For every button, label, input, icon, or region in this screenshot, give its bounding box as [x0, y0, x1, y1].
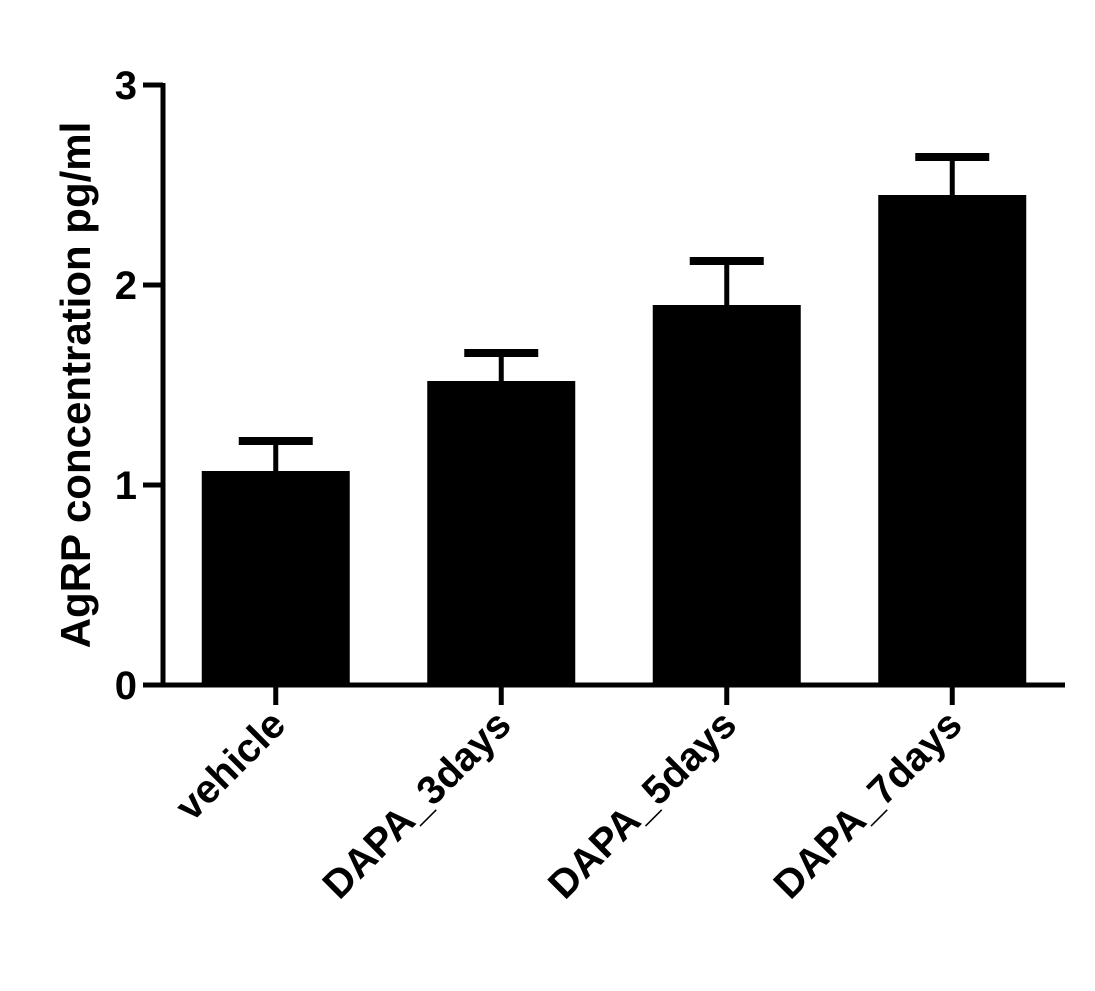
bar-dapa-7days — [878, 195, 1027, 685]
bar-dapa-5days — [652, 305, 801, 685]
y-tick-label: 3 — [115, 64, 137, 108]
x-tick-label: vehicle — [167, 702, 294, 829]
x-axis: vehicle DAPA_3days DAPA_5days DAPA_7days — [161, 682, 1065, 907]
x-tick-label: DAPA_5days — [540, 702, 745, 907]
x-tick-label: DAPA_7days — [766, 702, 971, 907]
x-tick-label: DAPA_3days — [315, 702, 520, 907]
y-tick-label: 0 — [115, 664, 137, 708]
y-tick-label: 1 — [115, 464, 137, 508]
bar-vehicle — [201, 471, 350, 685]
error-bars — [238, 153, 990, 471]
y-axis: 0 1 2 3 — [115, 64, 166, 708]
bar-dapa-3days — [427, 381, 576, 685]
y-axis-label: AgRP concentration pg/ml — [52, 122, 99, 649]
bars — [201, 195, 1027, 685]
y-tick-label: 2 — [115, 264, 137, 308]
